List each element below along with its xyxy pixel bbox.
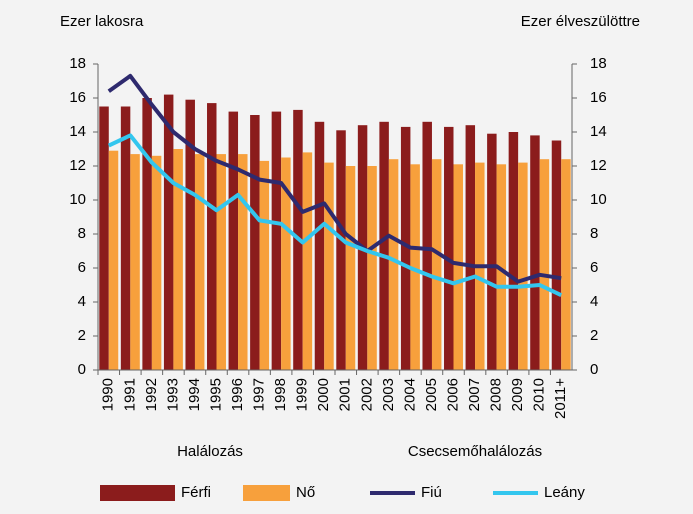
x-tick-label: 1996 xyxy=(229,378,246,411)
bar xyxy=(314,121,325,370)
bar xyxy=(388,159,399,370)
bar xyxy=(367,166,377,370)
y2-tick-label: 10 xyxy=(590,191,607,208)
x-tick-label: 1992 xyxy=(143,378,160,411)
x-tick-label: 2001 xyxy=(337,378,354,411)
bar xyxy=(281,157,291,370)
y-tick-label: 6 xyxy=(78,259,86,276)
y2-tick-label: 0 xyxy=(590,361,598,378)
x-tick-label: 1999 xyxy=(294,378,311,411)
x-tick-label: 2008 xyxy=(488,378,505,411)
bar xyxy=(238,154,248,370)
y2-axis-title: Ezer élveszülöttre xyxy=(521,13,640,30)
bar xyxy=(496,164,507,370)
line xyxy=(107,133,563,298)
bar xyxy=(163,94,174,370)
y2-tick-label: 12 xyxy=(590,157,607,174)
bar xyxy=(228,111,239,370)
x-tick-label: 1998 xyxy=(272,378,289,411)
bar xyxy=(259,160,270,370)
bar xyxy=(410,164,420,370)
bar xyxy=(508,132,519,370)
bar xyxy=(518,162,528,370)
y-tick-label: 10 xyxy=(69,191,86,208)
x-tick-label: 2004 xyxy=(401,378,418,411)
bar xyxy=(173,149,183,370)
bar xyxy=(302,152,313,370)
x-tick-label: 1993 xyxy=(164,378,181,411)
x-tick-label: 2003 xyxy=(380,378,397,411)
y-tick-label: 12 xyxy=(69,157,86,174)
bar xyxy=(216,154,226,370)
y2-tick-label: 4 xyxy=(590,293,598,310)
bar xyxy=(271,111,282,370)
y2-tick-label: 2 xyxy=(590,327,598,344)
bar xyxy=(108,150,119,370)
y2-tick-label: 14 xyxy=(590,123,607,140)
x-tick-label: 2000 xyxy=(315,378,332,411)
y2-tick-label: 8 xyxy=(590,225,598,242)
x-tick-label: 1991 xyxy=(121,378,138,411)
y-tick-label: 8 xyxy=(78,225,86,242)
y-tick-label: 16 xyxy=(69,89,86,106)
legend-swatch xyxy=(100,485,175,501)
x-tick-label: 1995 xyxy=(207,378,224,411)
x-tick-label: 2006 xyxy=(444,378,461,411)
y-tick-label: 18 xyxy=(69,55,86,72)
bar xyxy=(142,98,152,370)
x-tick-label: 1994 xyxy=(186,378,203,411)
x-tick-label: 2009 xyxy=(509,378,526,411)
bar xyxy=(561,159,571,370)
bar xyxy=(431,159,442,370)
bar xyxy=(539,159,550,370)
y2-tick-label: 16 xyxy=(590,89,607,106)
bar xyxy=(379,121,389,370)
bar xyxy=(324,162,334,370)
legend-label: Fiú xyxy=(421,484,442,501)
x-tick-label: 1997 xyxy=(251,378,268,411)
annotation: Halálozás xyxy=(177,443,243,460)
bar xyxy=(444,126,454,371)
y-tick-label: 2 xyxy=(78,327,86,344)
x-tick-label: 2007 xyxy=(466,378,483,411)
bar xyxy=(453,164,463,370)
y2-tick-label: 6 xyxy=(590,259,598,276)
legend-label: Nő xyxy=(296,484,315,501)
bar xyxy=(151,155,162,370)
bar xyxy=(185,99,195,370)
annotation: Csecsemőhalálozás xyxy=(408,443,542,460)
bar xyxy=(551,140,562,370)
x-tick-label: 1990 xyxy=(100,378,117,411)
x-tick-label: 2011+ xyxy=(552,378,569,419)
bar xyxy=(465,125,476,370)
y-tick-label: 14 xyxy=(69,123,86,140)
y-tick-label: 4 xyxy=(78,293,86,310)
bar xyxy=(99,106,109,370)
legend-label: Leány xyxy=(544,484,585,501)
bar xyxy=(130,154,140,370)
x-tick-label: 2010 xyxy=(531,378,548,411)
bar xyxy=(120,106,131,370)
bar xyxy=(487,133,497,370)
y-tick-label: 0 xyxy=(78,361,86,378)
y2-tick-label: 18 xyxy=(590,55,607,72)
bar xyxy=(345,166,356,370)
legend-swatch xyxy=(243,485,290,501)
bar xyxy=(400,126,411,371)
y-axis-title: Ezer lakosra xyxy=(60,13,144,30)
bar xyxy=(207,103,217,370)
bar xyxy=(336,130,346,370)
bar xyxy=(250,115,260,370)
bar xyxy=(194,154,205,370)
x-tick-label: 2005 xyxy=(423,378,440,411)
bar xyxy=(422,121,432,370)
line xyxy=(107,73,562,284)
legend-label: Férfi xyxy=(181,484,211,501)
x-tick-label: 2002 xyxy=(358,378,375,411)
bar xyxy=(530,135,540,370)
